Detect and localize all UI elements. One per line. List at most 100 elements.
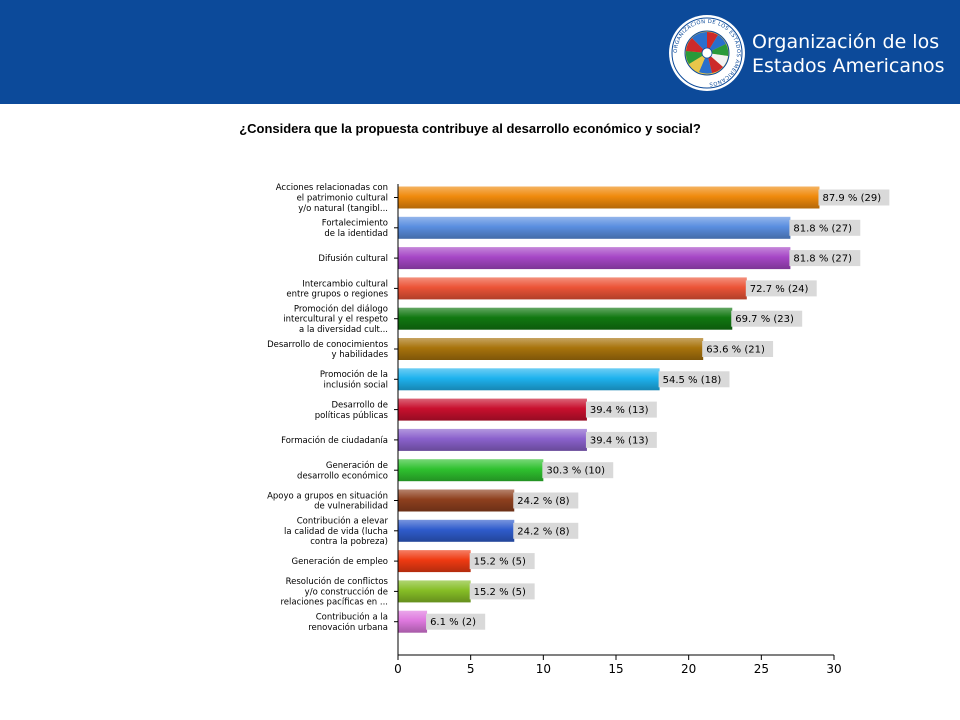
bar <box>398 610 428 633</box>
category-label-line: Promoción de la <box>320 369 388 380</box>
category-label-line: Apoyo a grupos en situación <box>267 490 388 501</box>
category-label-line: de la identidad <box>324 229 388 239</box>
category-label-line: Fortalecimiento <box>322 219 388 229</box>
category-label-line: Desarrollo de <box>331 400 388 410</box>
bar <box>398 216 791 239</box>
data-label-box <box>585 401 657 418</box>
category-labels: Acciones relacionadas con el patrimonio c… <box>267 183 389 633</box>
bar <box>398 489 515 512</box>
bar <box>398 398 587 421</box>
category-label-line: Formación de ciudadanía <box>281 435 388 446</box>
data-label: 87.9 % (29) <box>822 193 881 204</box>
x-tick-label: 20 <box>681 662 696 676</box>
bar <box>398 307 733 330</box>
category-label-line: intercultural y el respeto <box>283 315 388 325</box>
x-tick-label: 15 <box>608 662 623 676</box>
category-label: Generación de empleo <box>292 556 388 567</box>
bar <box>398 186 820 209</box>
category-label-line: y habilidades <box>332 350 389 360</box>
bar <box>398 277 747 300</box>
category-label-line: políticas públicas <box>315 411 389 421</box>
data-label-box <box>789 219 861 236</box>
category-label-line: Desarrollo de conocimientos <box>267 340 389 350</box>
data-label: 54.5 % (18) <box>663 375 722 386</box>
category-label: Contribución a elevar la calidad de vida … <box>284 516 388 548</box>
data-label-box <box>469 583 535 600</box>
category-label-line: Intercambio cultural <box>302 279 388 289</box>
data-label: 39.4 % (13) <box>590 405 649 416</box>
data-label-box <box>789 250 861 267</box>
category-label-line: relaciones pacíficas en ... <box>280 598 388 608</box>
data-label-box <box>658 371 730 388</box>
data-label: 81.8 % (27) <box>793 223 852 234</box>
category-label-line: de vulnerabilidad <box>314 502 388 512</box>
category-label: Promoción de la inclusión social <box>320 369 388 390</box>
bar <box>398 519 515 542</box>
category-label: Desarrollo de políticas públicas <box>315 400 389 420</box>
data-label-box <box>513 522 579 539</box>
category-label-line: Resolución de conflictos <box>286 576 389 587</box>
category-label: Difusión cultural <box>318 253 388 264</box>
data-label-box <box>426 613 486 630</box>
category-label-line: contra la pobreza) <box>310 537 388 547</box>
category-label-line: Promoción del diálogo <box>294 303 388 314</box>
data-label: 24.2 % (8) <box>517 526 569 537</box>
oas-seal-icon: ORGANIZACION DE LOS ESTADOS AMERICANOS <box>669 15 745 91</box>
bar <box>398 247 791 270</box>
category-label-line: inclusión social <box>324 379 389 390</box>
category-label-line: y/o natural (tangibl... <box>298 204 388 214</box>
data-label-box <box>542 462 614 479</box>
bar <box>398 368 660 391</box>
category-label: Promoción del diálogo intercultural y el … <box>283 303 388 335</box>
bar <box>398 428 587 451</box>
data-label-box <box>745 280 817 297</box>
bar <box>398 459 544 482</box>
category-label-line: Contribución a la <box>316 612 388 623</box>
category-label: Acciones relacionadas con el patrimonio c… <box>276 183 388 214</box>
category-label: Contribución a la renovación urbana <box>308 612 388 633</box>
data-label-box <box>702 341 774 357</box>
data-label: 39.4 % (13) <box>590 435 649 446</box>
bar <box>398 550 471 573</box>
category-label: Fortalecimiento de la identidad <box>322 219 388 239</box>
category-label-line: la calidad de vida (lucha <box>284 527 388 537</box>
category-label-line: y/o construcción de <box>305 586 388 597</box>
category-label-line: Acciones relacionadas con <box>276 183 388 193</box>
x-tick-label: 30 <box>826 662 841 676</box>
category-label-line: entre grupos o regiones <box>286 290 388 300</box>
data-label-box <box>469 553 535 570</box>
data-label-box <box>585 431 657 448</box>
x-tick-label: 10 <box>536 662 551 676</box>
data-label: 15.2 % (5) <box>474 557 526 568</box>
category-label: Desarrollo de conocimientos y habilidades <box>267 340 389 360</box>
category-label: Apoyo a grupos en situación de vulnerabil… <box>267 490 388 511</box>
category-label: Generación de desarrollo económico <box>297 460 388 481</box>
category-label-line: a la diversidad cult... <box>299 325 388 335</box>
data-label: 81.8 % (27) <box>793 254 852 265</box>
category-label-line: Generación de empleo <box>292 556 388 567</box>
bar <box>398 338 704 360</box>
org-name-line1: Organización de los <box>752 31 940 53</box>
org-name: Organización de los Estados Americanos <box>752 30 945 78</box>
category-label-line: Difusión cultural <box>318 253 388 264</box>
data-label: 72.7 % (24) <box>750 284 809 295</box>
category-label-line: Contribución a elevar <box>297 516 389 527</box>
data-label-box <box>818 189 890 206</box>
category-label: Intercambio cultural entre grupos o regio… <box>286 279 388 299</box>
category-label: Formación de ciudadanía <box>281 435 388 446</box>
data-label: 24.2 % (8) <box>517 496 569 507</box>
data-label: 69.7 % (23) <box>735 314 794 325</box>
data-label: 63.6 % (21) <box>706 345 765 356</box>
data-label: 6.1 % (2) <box>430 617 476 628</box>
category-label-line: Generación de <box>326 460 388 471</box>
bar <box>398 580 471 603</box>
data-label: 15.2 % (5) <box>474 587 526 598</box>
chart-title: ¿Considera que la propuesta contribuye a… <box>239 121 701 136</box>
x-tick-label: 25 <box>754 662 769 676</box>
data-label: 30.3 % (10) <box>546 466 605 477</box>
x-tick-label: 0 <box>394 662 402 676</box>
org-name-line2: Estados Americanos <box>752 55 945 77</box>
data-label-box <box>513 492 579 509</box>
category-label-line: renovación urbana <box>308 622 388 633</box>
